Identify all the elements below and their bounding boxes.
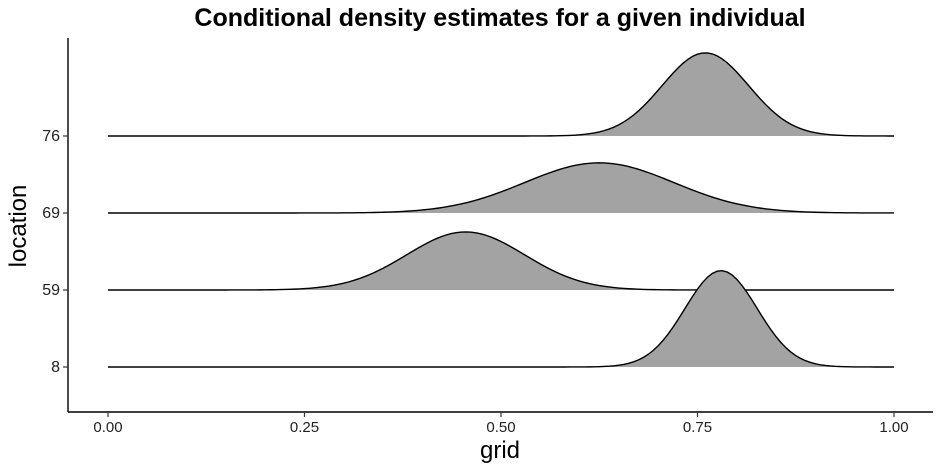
density-area-59 — [108, 231, 894, 290]
x-axis-ticks: 0.00 0.25 0.50 0.75 1.00 — [93, 412, 909, 436]
density-area-76 — [108, 52, 894, 136]
x-tick-label: 1.00 — [879, 419, 908, 436]
plot-area — [108, 52, 895, 368]
density-line-8 — [108, 269, 894, 368]
y-axis-title: location — [5, 185, 32, 268]
density-line-69 — [108, 162, 895, 214]
density-line-76 — [108, 52, 894, 137]
density-line-59 — [108, 231, 894, 291]
y-tick-label: 8 — [51, 359, 60, 376]
x-tick-label: 0.25 — [290, 419, 319, 436]
x-tick-label: 0.00 — [93, 419, 122, 436]
x-axis-title: grid — [480, 437, 520, 464]
y-tick-label: 76 — [42, 128, 60, 145]
x-tick-label: 0.75 — [683, 419, 712, 436]
y-tick-label: 69 — [42, 205, 60, 222]
y-tick-label: 59 — [42, 282, 60, 299]
density-area-8 — [108, 270, 894, 367]
density-area-69 — [108, 162, 894, 213]
y-axis-ticks: 8 59 69 76 — [42, 128, 68, 376]
x-tick-label: 0.50 — [486, 419, 515, 436]
chart-title: Conditional density estimates for a give… — [194, 4, 805, 32]
